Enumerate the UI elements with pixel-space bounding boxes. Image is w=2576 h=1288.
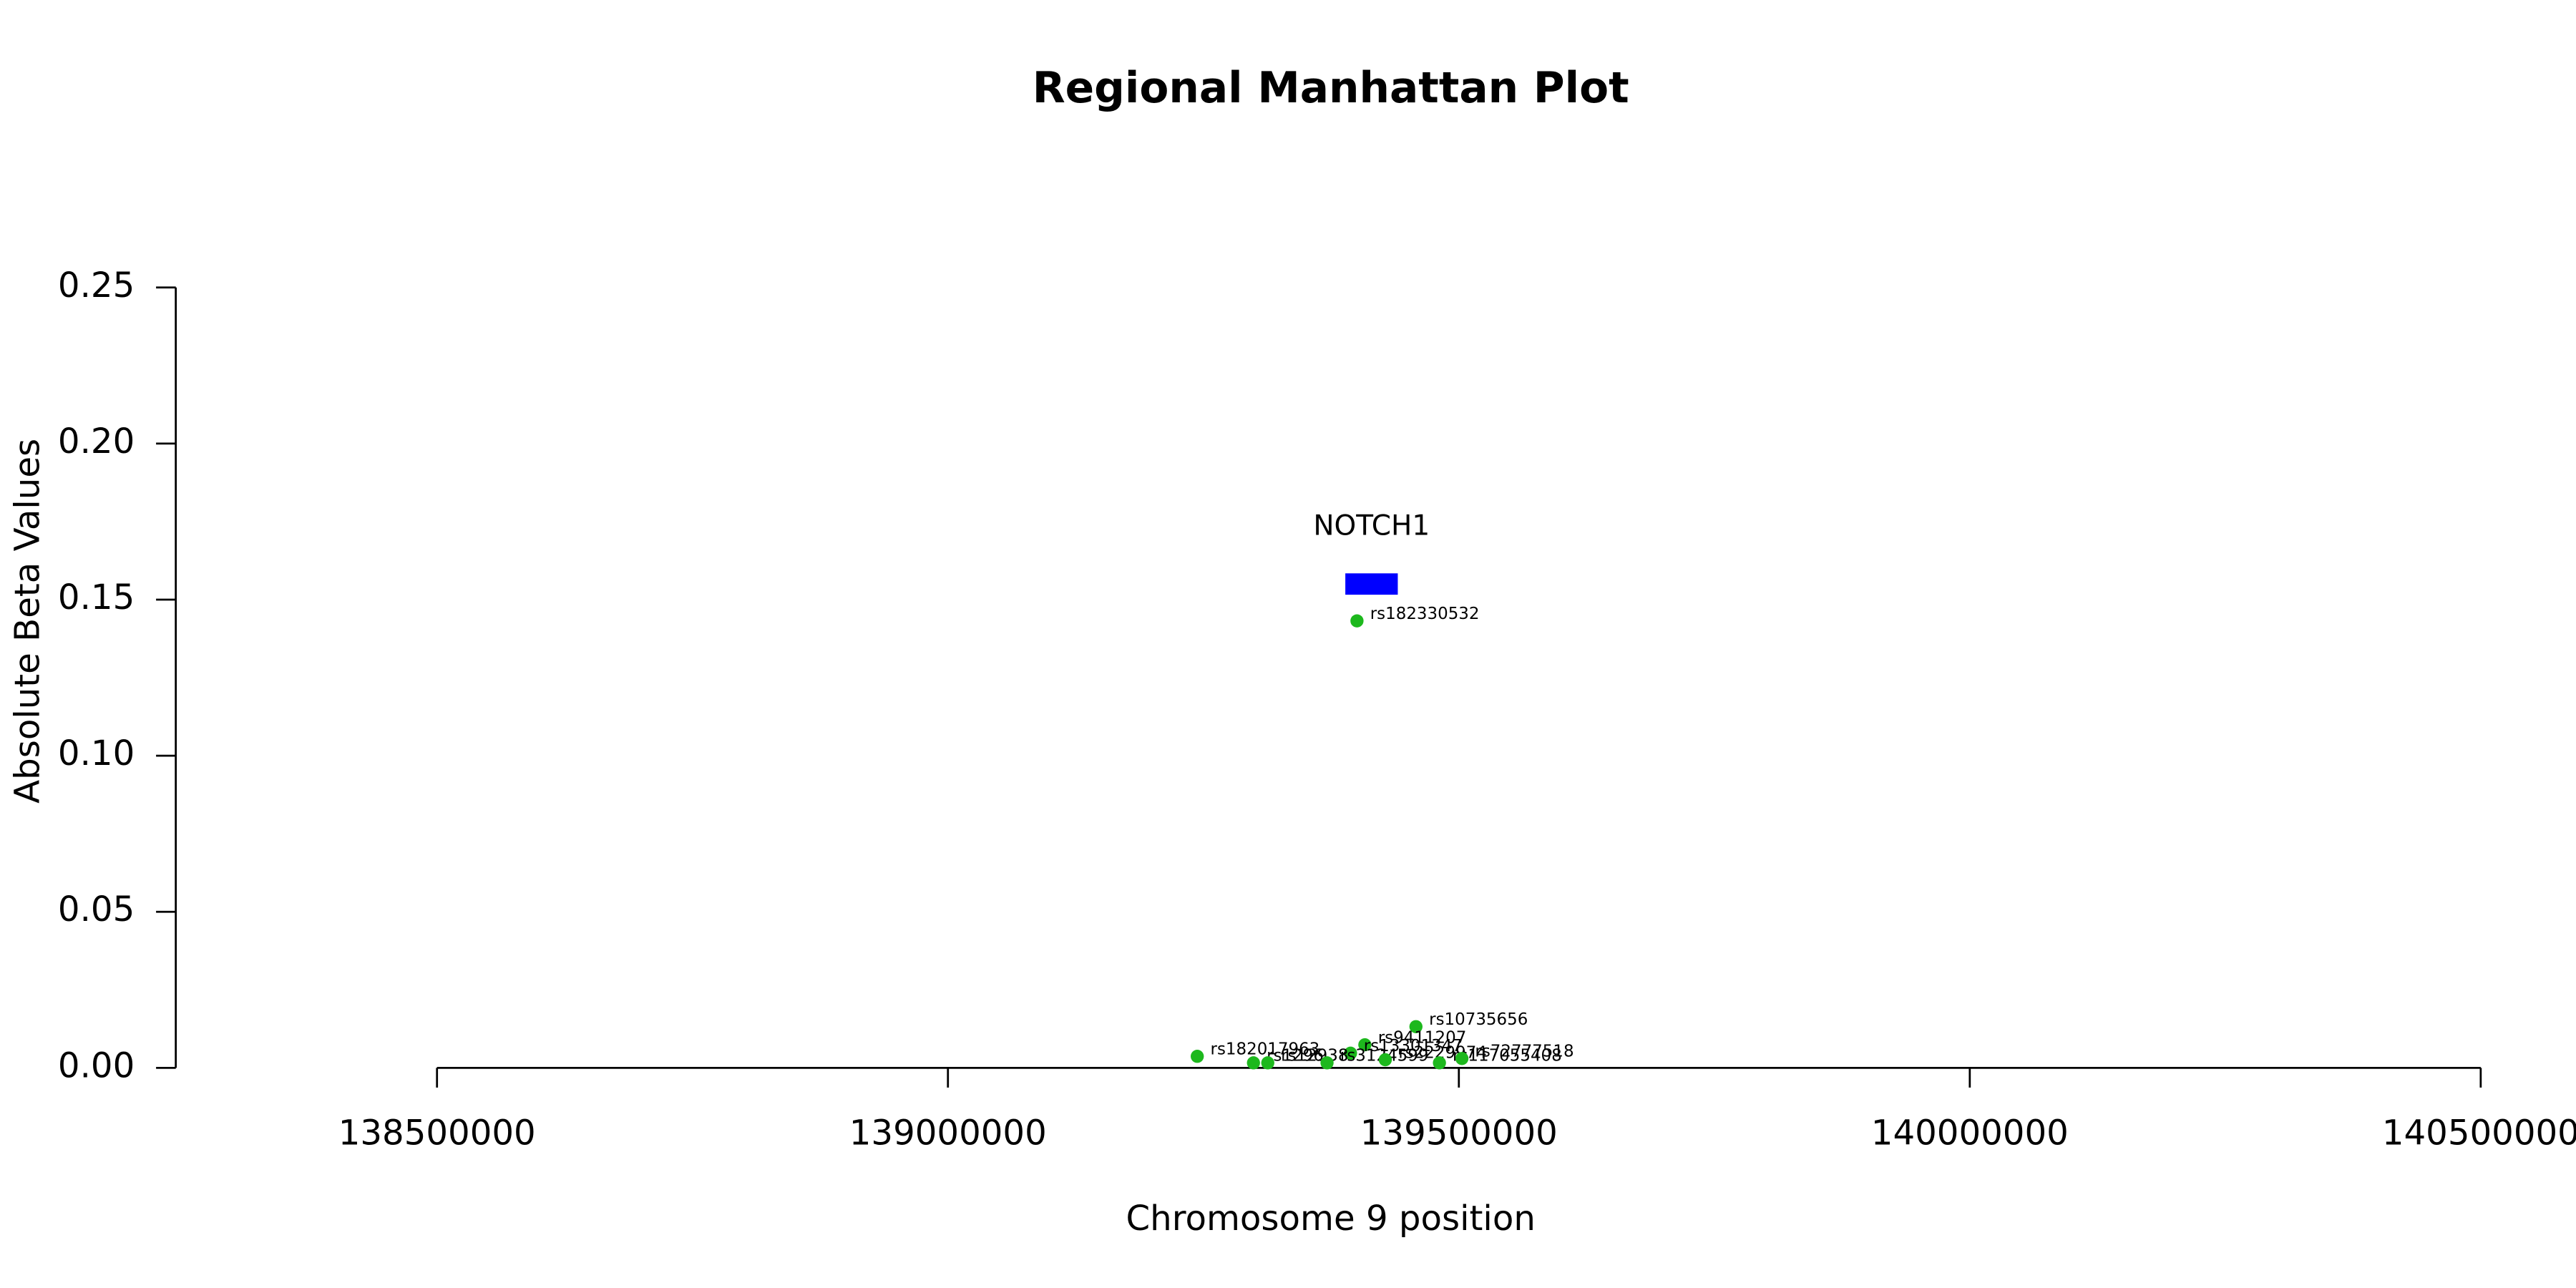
snp-point: [1261, 1056, 1274, 1070]
snp-point: [1191, 1050, 1204, 1063]
snp-label: rs117055408: [1453, 1047, 1562, 1065]
x-tick-label: 140500000: [2382, 1113, 2576, 1153]
snp-label: rs12938: [1281, 1047, 1348, 1065]
y-axis-label: Absolute Beta Values: [7, 439, 47, 804]
y-tick-label: 0.00: [58, 1045, 135, 1085]
y-tick-label: 0.20: [58, 421, 135, 462]
snp-point: [1455, 1052, 1469, 1065]
snp-point: [1358, 1038, 1372, 1052]
x-axis-label: Chromosome 9 position: [1126, 1199, 1536, 1239]
gene-box: [1345, 573, 1398, 595]
snp-label: rs10735656: [1429, 1010, 1528, 1029]
y-tick-label: 0.25: [58, 265, 135, 306]
chart-title: Regional Manhattan Plot: [1033, 64, 1629, 113]
x-tick-label: 138500000: [338, 1113, 536, 1153]
snp-label: rs9411207: [1378, 1028, 1467, 1047]
snp-point: [1378, 1053, 1392, 1067]
x-tick-label: 139500000: [1360, 1113, 1558, 1153]
snp-point: [1433, 1056, 1446, 1070]
x-tick-label: 140000000: [1871, 1113, 2069, 1153]
snp-label: rs72777518: [1475, 1043, 1574, 1061]
snp-label: rs182017963: [1211, 1040, 1320, 1059]
snp-point: [1246, 1056, 1260, 1070]
snp-point: [1350, 614, 1364, 628]
snp-point: [1320, 1056, 1334, 1070]
y-tick-label: 0.05: [58, 889, 135, 930]
snp-label: rs182330532: [1370, 605, 1480, 623]
snp-label: rs1296: [1267, 1047, 1324, 1065]
y-tick-label: 0.10: [58, 733, 135, 774]
gene-label: NOTCH1: [1313, 509, 1430, 542]
snp-point: [1409, 1020, 1423, 1033]
snp-label: rs13301347: [1364, 1037, 1463, 1055]
y-tick-label: 0.15: [58, 577, 135, 618]
snp-point: [1344, 1046, 1357, 1060]
x-tick-label: 139000000: [849, 1113, 1047, 1153]
